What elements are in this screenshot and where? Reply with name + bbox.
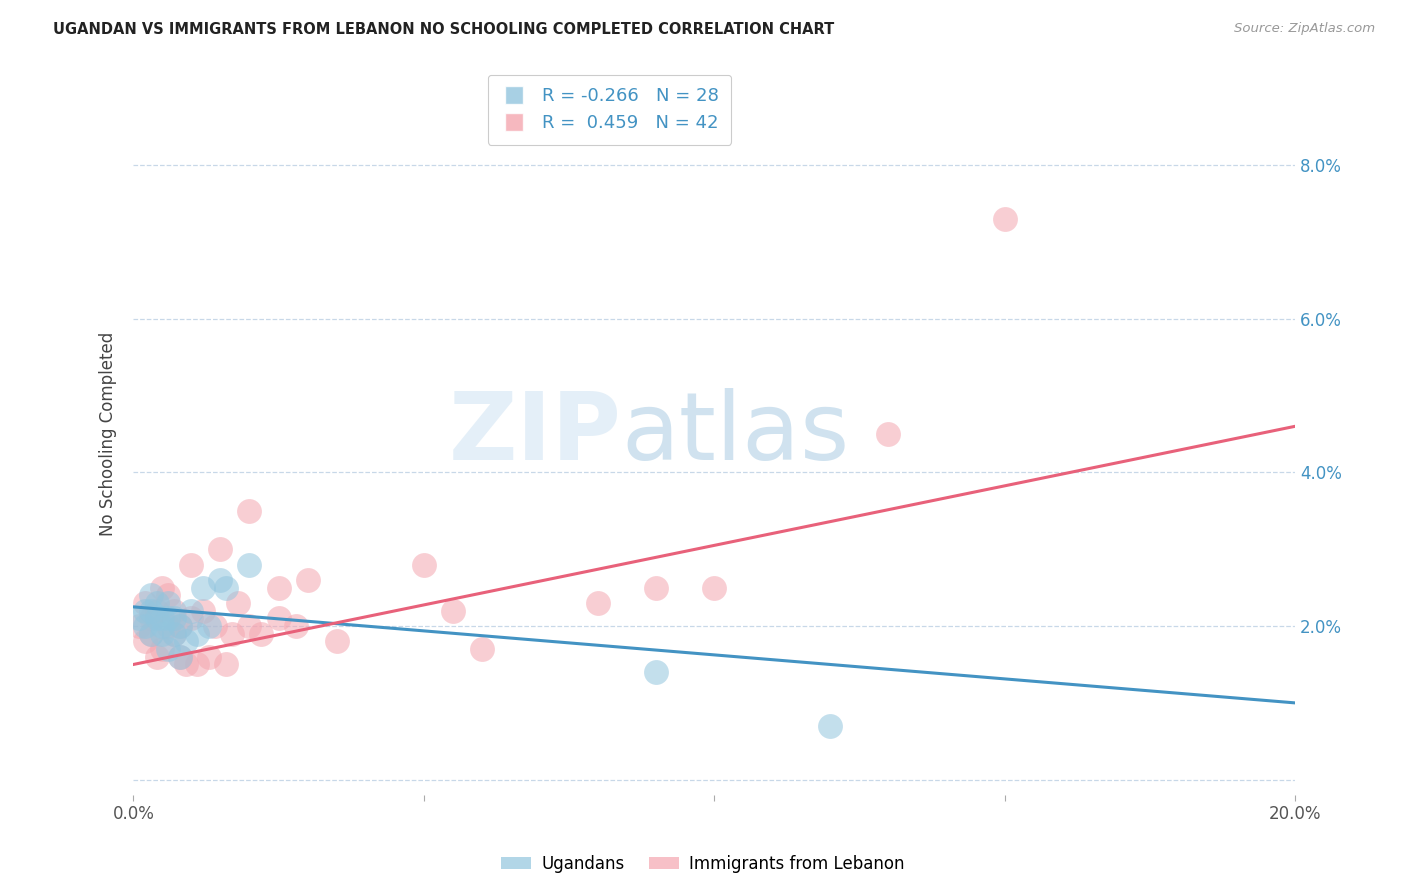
- Y-axis label: No Schooling Completed: No Schooling Completed: [100, 332, 117, 536]
- Point: [139, 611, 162, 625]
- Point: [145, 596, 167, 610]
- Point: [139, 626, 162, 640]
- Text: ZIP: ZIP: [449, 388, 621, 480]
- Point: [209, 573, 232, 587]
- Point: [877, 427, 900, 442]
- Point: [198, 619, 221, 633]
- Point: [412, 558, 434, 572]
- Point: [267, 581, 290, 595]
- Point: [325, 634, 347, 648]
- Point: [993, 211, 1015, 226]
- Point: [150, 626, 173, 640]
- Point: [238, 558, 260, 572]
- Point: [471, 642, 494, 657]
- Point: [134, 619, 156, 633]
- Point: [128, 611, 150, 625]
- Point: [703, 581, 725, 595]
- Point: [284, 619, 307, 633]
- Point: [163, 611, 186, 625]
- Point: [157, 588, 180, 602]
- Point: [204, 619, 226, 633]
- Point: [297, 573, 319, 587]
- Point: [150, 611, 173, 625]
- Point: [215, 657, 238, 672]
- Point: [645, 665, 668, 680]
- Point: [441, 604, 464, 618]
- Point: [169, 649, 191, 664]
- Point: [267, 611, 290, 625]
- Point: [145, 649, 167, 664]
- Point: [191, 604, 214, 618]
- Point: [180, 611, 202, 625]
- Point: [238, 504, 260, 518]
- Point: [157, 611, 180, 625]
- Point: [221, 626, 243, 640]
- Point: [180, 604, 202, 618]
- Point: [150, 619, 173, 633]
- Point: [157, 596, 180, 610]
- Point: [186, 626, 208, 640]
- Point: [174, 657, 197, 672]
- Point: [226, 596, 249, 610]
- Point: [134, 596, 156, 610]
- Point: [157, 642, 180, 657]
- Point: [157, 619, 180, 633]
- Point: [139, 588, 162, 602]
- Point: [215, 581, 238, 595]
- Point: [163, 626, 186, 640]
- Point: [163, 626, 186, 640]
- Point: [145, 611, 167, 625]
- Legend: R = -0.266   N = 28, R =  0.459   N = 42: R = -0.266 N = 28, R = 0.459 N = 42: [488, 75, 731, 145]
- Point: [139, 626, 162, 640]
- Point: [180, 558, 202, 572]
- Point: [186, 657, 208, 672]
- Point: [145, 604, 167, 618]
- Point: [169, 619, 191, 633]
- Point: [191, 581, 214, 595]
- Point: [586, 596, 609, 610]
- Point: [150, 642, 173, 657]
- Point: [209, 542, 232, 557]
- Point: [169, 649, 191, 664]
- Text: UGANDAN VS IMMIGRANTS FROM LEBANON NO SCHOOLING COMPLETED CORRELATION CHART: UGANDAN VS IMMIGRANTS FROM LEBANON NO SC…: [53, 22, 835, 37]
- Point: [139, 604, 162, 618]
- Legend: Ugandans, Immigrants from Lebanon: Ugandans, Immigrants from Lebanon: [495, 848, 911, 880]
- Point: [150, 581, 173, 595]
- Text: atlas: atlas: [621, 388, 849, 480]
- Point: [128, 619, 150, 633]
- Point: [820, 719, 842, 733]
- Point: [250, 626, 273, 640]
- Point: [134, 604, 156, 618]
- Point: [169, 619, 191, 633]
- Point: [134, 634, 156, 648]
- Text: Source: ZipAtlas.com: Source: ZipAtlas.com: [1234, 22, 1375, 36]
- Point: [163, 604, 186, 618]
- Point: [198, 649, 221, 664]
- Point: [174, 634, 197, 648]
- Point: [645, 581, 668, 595]
- Point: [238, 619, 260, 633]
